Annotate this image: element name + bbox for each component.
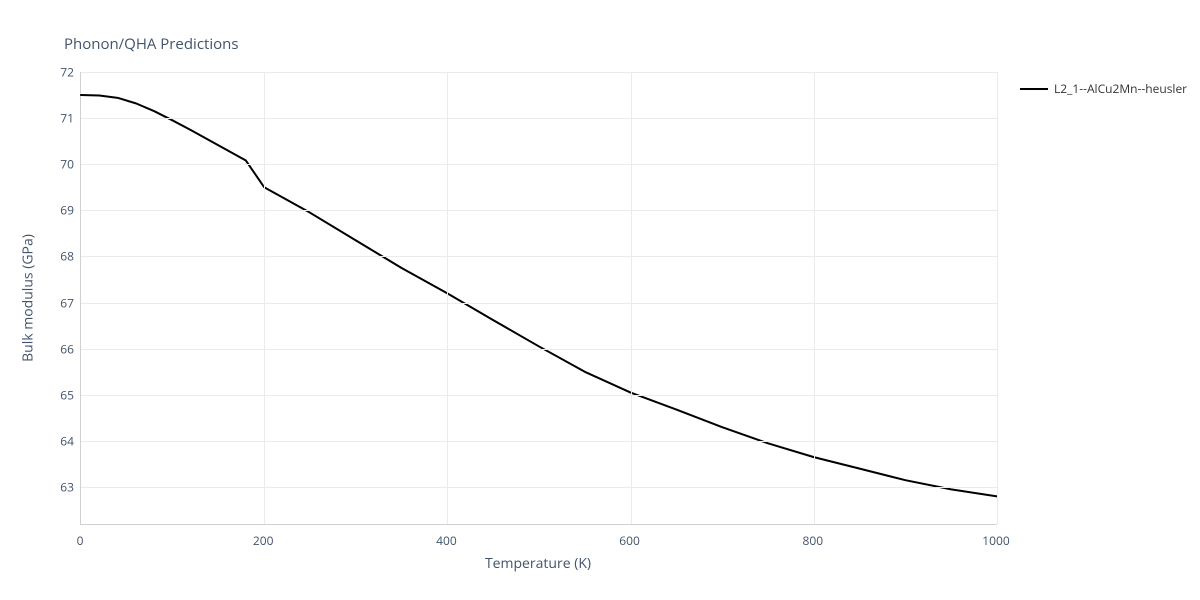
- y-tick-label: 69: [50, 202, 74, 219]
- grid-line-h: [81, 303, 997, 304]
- y-tick-label: 67: [50, 294, 74, 311]
- y-axis-label: Bulk modulus (GPa): [19, 234, 38, 362]
- y-tick-label: 70: [50, 156, 74, 173]
- grid-line-h: [81, 441, 997, 442]
- grid-line-v: [447, 72, 448, 524]
- grid-line-v: [264, 72, 265, 524]
- y-tick-label: 63: [50, 479, 74, 496]
- x-tick-label: 600: [619, 532, 640, 549]
- series-line: [81, 95, 997, 496]
- y-tick-label: 68: [50, 248, 74, 265]
- grid-line-v: [997, 72, 998, 524]
- chart-container: Phonon/QHA Predictions Temperature (K) B…: [0, 0, 1200, 600]
- y-tick-label: 66: [50, 340, 74, 357]
- plot-area: [80, 72, 997, 525]
- line-series: [81, 72, 997, 524]
- grid-line-h: [81, 349, 997, 350]
- legend-swatch: [1020, 88, 1048, 90]
- x-tick-label: 400: [436, 532, 457, 549]
- legend: L2_1--AlCu2Mn--heusler: [1020, 80, 1187, 97]
- legend-label: L2_1--AlCu2Mn--heusler: [1054, 80, 1187, 97]
- chart-title: Phonon/QHA Predictions: [64, 34, 239, 54]
- y-tick-label: 72: [50, 64, 74, 81]
- x-tick-label: 1000: [982, 532, 1009, 549]
- grid-line-h: [81, 118, 997, 119]
- grid-line-h: [81, 72, 997, 73]
- grid-line-v: [631, 72, 632, 524]
- grid-line-h: [81, 487, 997, 488]
- grid-line-h: [81, 164, 997, 165]
- x-tick-label: 200: [253, 532, 274, 549]
- y-tick-label: 64: [50, 432, 74, 449]
- grid-line-v: [814, 72, 815, 524]
- x-tick-label: 0: [77, 532, 84, 549]
- grid-line-h: [81, 210, 997, 211]
- x-axis-label: Temperature (K): [485, 554, 591, 573]
- x-tick-label: 800: [803, 532, 824, 549]
- grid-line-h: [81, 395, 997, 396]
- y-tick-label: 65: [50, 386, 74, 403]
- grid-line-h: [81, 256, 997, 257]
- y-tick-label: 71: [50, 110, 74, 127]
